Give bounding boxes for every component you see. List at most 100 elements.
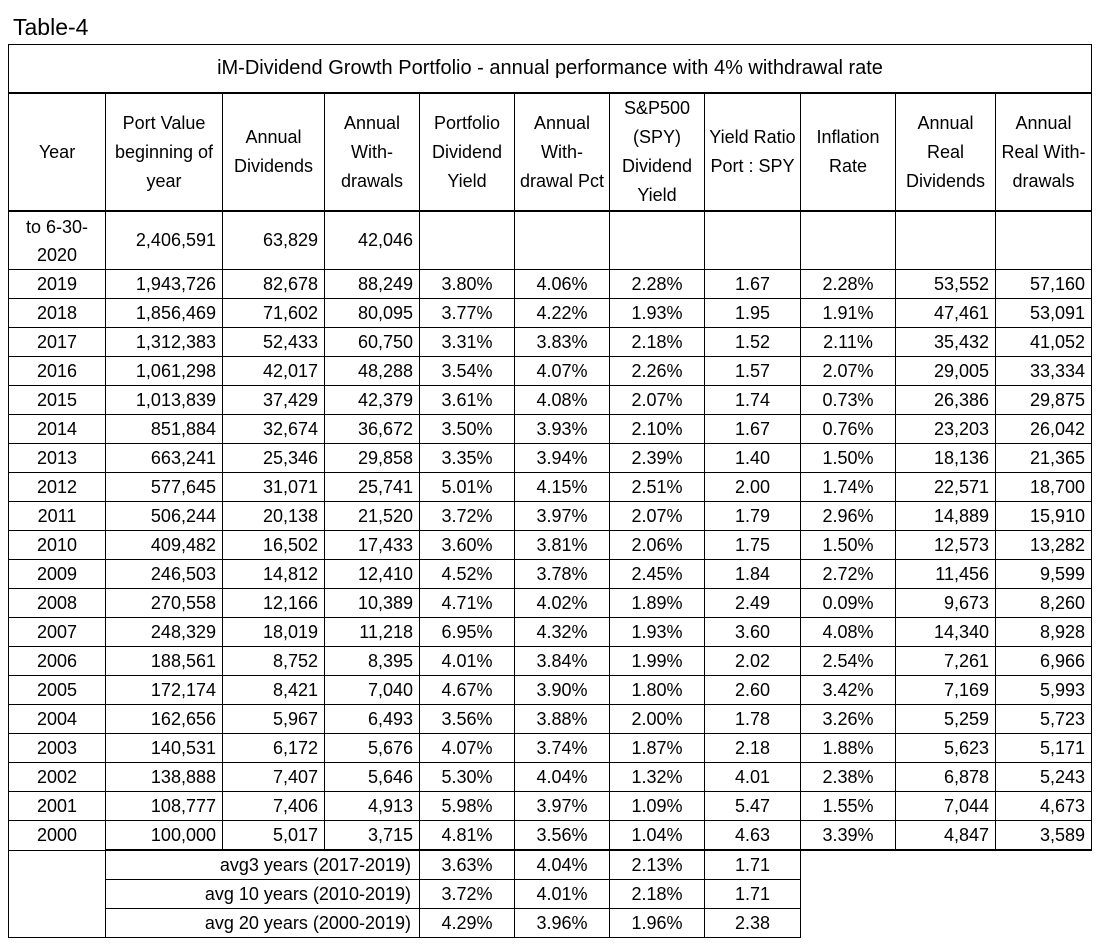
table-cell: 63,829 xyxy=(222,210,325,270)
table-cell: 18,019 xyxy=(222,617,325,647)
table-cell: 7,407 xyxy=(222,762,325,792)
blank-cell xyxy=(801,880,1092,909)
table-cell: 2.02 xyxy=(704,646,801,676)
table-cell: 10,389 xyxy=(324,588,420,618)
table-cell: 2.26% xyxy=(609,356,705,386)
table-cell: 4.07% xyxy=(419,733,515,763)
table-cell: 3.72% xyxy=(419,501,515,531)
table-cell: 3,715 xyxy=(324,820,420,851)
table-cell: 5,723 xyxy=(995,704,1092,734)
column-header: S&P500 (SPY) Dividend Yield xyxy=(609,92,705,212)
table-cell: 37,429 xyxy=(222,385,325,415)
row-year: 2003 xyxy=(8,733,106,763)
average-value: 1.71 xyxy=(704,879,801,909)
table-cell: 21,365 xyxy=(995,443,1092,473)
table-cell: 1.93% xyxy=(609,298,705,328)
table-cell: 246,503 xyxy=(105,559,223,589)
average-label: avg 10 years (2010-2019) xyxy=(105,879,420,909)
table-cell: 3.97% xyxy=(514,791,610,821)
column-header: Port Value beginning of year xyxy=(105,92,223,212)
table-cell: 5.01% xyxy=(419,472,515,502)
average-value: 1.96% xyxy=(609,908,705,938)
table-cell: 13,282 xyxy=(995,530,1092,560)
table-cell: 29,005 xyxy=(895,356,996,386)
table-cell: 1.04% xyxy=(609,820,705,851)
table-cell: 1.32% xyxy=(609,762,705,792)
table-row: 2001 108,777 7,406 4,913 5.98% 3.97% 1.09% 5.47… xyxy=(8,791,1092,821)
table-cell: 4,847 xyxy=(895,820,996,851)
table-cell: 0.76% xyxy=(800,414,896,444)
table-caption: Table-4 xyxy=(13,14,89,40)
table-cell: 6,878 xyxy=(895,762,996,792)
row-year: 2001 xyxy=(8,791,106,821)
table-cell: 5,646 xyxy=(324,762,420,792)
table-cell: 21,520 xyxy=(324,501,420,531)
table-cell: 6,172 xyxy=(222,733,325,763)
table-cell: 1.55% xyxy=(800,791,896,821)
table-cell: 0.73% xyxy=(800,385,896,415)
table-cell: 3.60 xyxy=(704,617,801,647)
table-cell: 2.28% xyxy=(800,269,896,299)
row-year: 2017 xyxy=(8,327,106,357)
table-cell: 42,379 xyxy=(324,385,420,415)
table-cell: 4.01 xyxy=(704,762,801,792)
table-cell: 3.42% xyxy=(800,675,896,705)
table-cell: 9,673 xyxy=(895,588,996,618)
table-row: 2016 1,061,298 42,017 48,288 3.54% 4.07% 2.26%… xyxy=(8,356,1092,386)
table-cell: 851,884 xyxy=(105,414,223,444)
row-year: 2013 xyxy=(8,443,106,473)
empty-cell xyxy=(8,879,106,909)
table-row: 2004 162,656 5,967 6,493 3.56% 3.88% 2.00% 1.78… xyxy=(8,704,1092,734)
column-header: Inflation Rate xyxy=(800,92,896,212)
table-cell: 11,218 xyxy=(324,617,420,647)
table-cell: 4.08% xyxy=(514,385,610,415)
row-year: 2010 xyxy=(8,530,106,560)
table-cell: 18,700 xyxy=(995,472,1092,502)
table-cell: 14,340 xyxy=(895,617,996,647)
table-cell: 1.74 xyxy=(704,385,801,415)
table-cell: 2.60 xyxy=(704,675,801,705)
table-cell: 17,433 xyxy=(324,530,420,560)
table-cell: 8,260 xyxy=(995,588,1092,618)
table-cell: 7,169 xyxy=(895,675,996,705)
table-cell: 6.95% xyxy=(419,617,515,647)
column-header-text: Portfolio Dividend Yield xyxy=(431,112,503,191)
table-cell: 3.97% xyxy=(514,501,610,531)
average-value: 4.01% xyxy=(514,879,610,909)
table-cell: 29,858 xyxy=(324,443,420,473)
table-cell: 1.84 xyxy=(704,559,801,589)
table-cell: 1.80% xyxy=(609,675,705,705)
row-year: 2016 xyxy=(8,356,106,386)
table-cell: 270,558 xyxy=(105,588,223,618)
table-row: 2012 577,645 31,071 25,741 5.01% 4.15% 2.51% 2.… xyxy=(8,472,1092,502)
table-cell: 7,261 xyxy=(895,646,996,676)
table-row: 2000 100,000 5,017 3,715 4.81% 3.56% 1.04% 4.63… xyxy=(8,820,1092,851)
table-row: 2017 1,312,383 52,433 60,750 3.31% 3.83% 2.18%… xyxy=(8,327,1092,357)
row-year: 2015 xyxy=(8,385,106,415)
row-year: 2000 xyxy=(8,820,106,851)
table-cell: 2.00 xyxy=(704,472,801,502)
table-cell: 80,095 xyxy=(324,298,420,328)
table-cell: 3.93% xyxy=(514,414,610,444)
row-year: 2018 xyxy=(8,298,106,328)
table-cell: 172,174 xyxy=(105,675,223,705)
table-cell: 4.15% xyxy=(514,472,610,502)
table-cell: 5,171 xyxy=(995,733,1092,763)
table-cell: 26,386 xyxy=(895,385,996,415)
table-cell: 5,676 xyxy=(324,733,420,763)
table-cell xyxy=(609,210,705,270)
table-cell: 57,160 xyxy=(995,269,1092,299)
row-year: 2006 xyxy=(8,646,106,676)
table-cell: 1,856,469 xyxy=(105,298,223,328)
table-cell: 3.50% xyxy=(419,414,515,444)
average-row: avg 20 years (2000-2019) 4.29% 3.96% 1.96% 2… xyxy=(8,908,1092,938)
table-cell: 1,943,726 xyxy=(105,269,223,299)
table-cell: 33,334 xyxy=(995,356,1092,386)
column-header-text: Inflation Rate xyxy=(816,127,880,176)
average-row: avg3 years (2017-2019) 3.63% 4.04% 2.13% 1.7… xyxy=(8,849,1092,880)
table-cell: 577,645 xyxy=(105,472,223,502)
table-cell: 1.79 xyxy=(704,501,801,531)
table-row: 2003 140,531 6,172 5,676 4.07% 3.74% 1.87% 2.18… xyxy=(8,733,1092,763)
average-value: 4.29% xyxy=(419,908,515,938)
table-cell: 108,777 xyxy=(105,791,223,821)
